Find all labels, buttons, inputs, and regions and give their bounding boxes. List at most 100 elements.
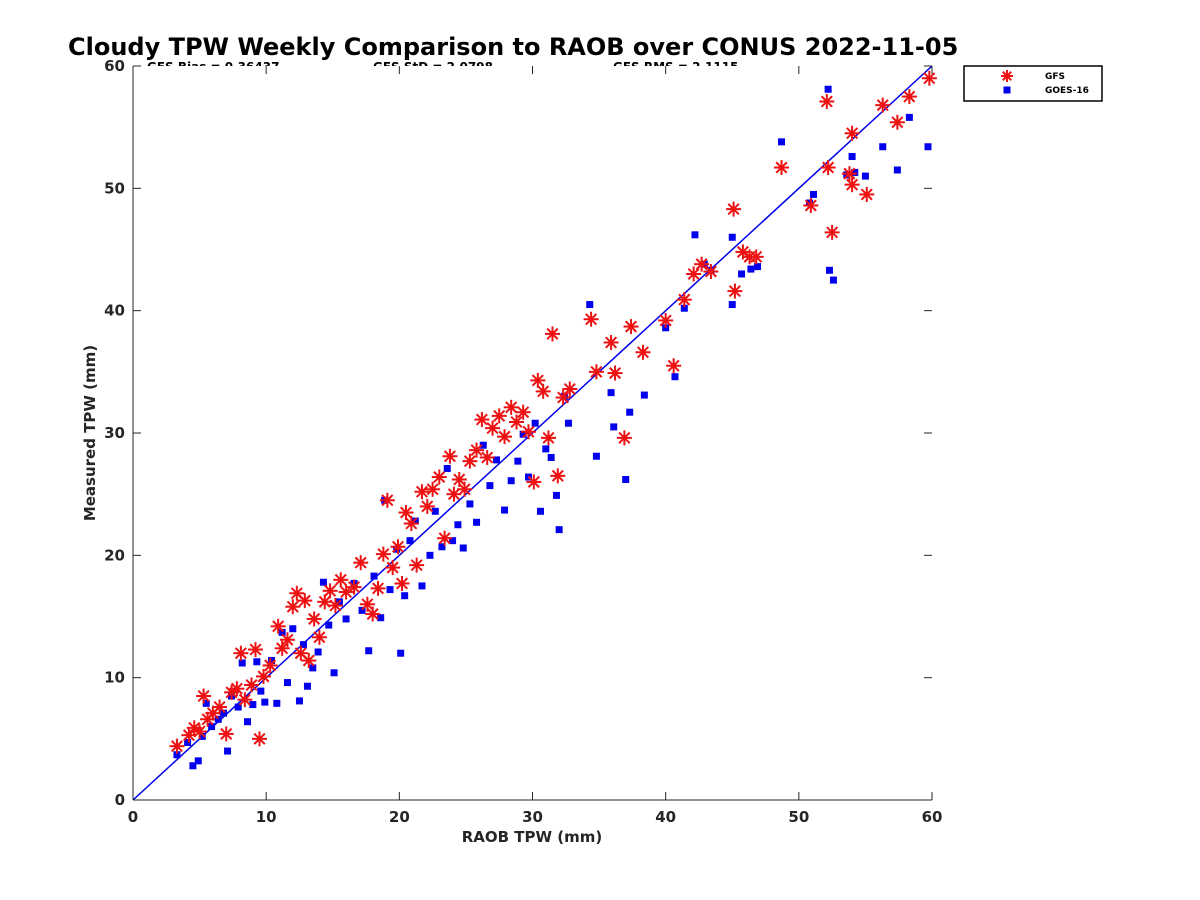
goes16-point [299, 641, 307, 649]
goes16-point [829, 276, 837, 284]
goes16-point [253, 658, 261, 666]
gfs-point [248, 642, 264, 658]
goes16-point [501, 506, 509, 514]
goes16-point [728, 233, 736, 241]
legend-box [963, 65, 1103, 102]
goes16-point [314, 648, 322, 656]
goes16-point [278, 628, 286, 636]
gfs-point [442, 448, 458, 464]
gfs-point [469, 442, 485, 458]
gfs-point [859, 186, 875, 202]
gfs-point [479, 449, 495, 465]
gfs-point [726, 201, 742, 217]
goes16-point [754, 263, 762, 271]
goes16-point [370, 572, 378, 580]
goes16-point [438, 543, 446, 551]
gfs-point [562, 381, 578, 397]
goes16-point [273, 699, 281, 707]
goes16-point [825, 266, 833, 274]
goes16-point [626, 408, 634, 416]
gfs-point [437, 530, 453, 546]
goes16-point [486, 482, 494, 490]
gfs-point [703, 264, 719, 280]
goes16-point [466, 500, 474, 508]
goes16-point [330, 669, 338, 677]
goes16-point [640, 391, 648, 399]
legend-label: GOES-16 [1045, 86, 1089, 96]
goes16-point [738, 270, 746, 278]
gfs-point [365, 606, 381, 622]
gfs-point [409, 557, 425, 573]
gfs-point [491, 408, 507, 424]
x-tick-label: 30 [522, 808, 543, 826]
gfs-point [218, 726, 234, 742]
gfs-point [485, 420, 501, 436]
x-axis-label: RAOB TPW (mm) [462, 828, 603, 846]
goes16-point [542, 445, 550, 453]
goes16-point [905, 113, 913, 121]
gfs-point [327, 597, 343, 613]
gfs-point [820, 160, 836, 176]
gfs-point [338, 584, 354, 600]
x-axis-ticks: 0 10 20 30 40 50 60 [128, 66, 943, 826]
goes16-point [680, 304, 688, 312]
goes16-point [238, 659, 246, 667]
gfs-point [311, 629, 327, 645]
gfs-point [607, 365, 623, 381]
x-tick-label: 0 [128, 808, 138, 826]
goes16-point [778, 138, 786, 146]
goes16-point [861, 172, 869, 180]
goes16-point [224, 747, 232, 755]
gfs-point [544, 326, 560, 342]
goes16-point [610, 423, 618, 431]
goes16-point [622, 475, 630, 483]
gfs-point [333, 572, 349, 588]
goes16-point [431, 507, 439, 515]
gfs-point [385, 560, 401, 576]
goes16-point [198, 732, 206, 740]
gfs-point [819, 93, 835, 109]
reference-line-group [132, 65, 933, 801]
goes16-point [208, 723, 216, 731]
goes16-point [418, 582, 426, 590]
gfs-point [293, 645, 309, 661]
goes16-point [893, 166, 901, 174]
goes16-point [824, 85, 832, 93]
gfs-point [233, 645, 249, 661]
gfs-point [394, 575, 410, 591]
gfs-point [322, 583, 338, 599]
gfs-point [462, 453, 478, 469]
goes16-point [691, 231, 699, 239]
goes16-point [851, 168, 859, 176]
y-tick-label: 10 [104, 669, 125, 687]
legend-label: GFS [1045, 72, 1065, 82]
goes16-point [479, 441, 487, 449]
gfs-point [262, 657, 278, 673]
goes16-point [234, 703, 242, 711]
gfs-point [279, 632, 295, 648]
gfs-point [521, 424, 537, 440]
gfs-point [844, 177, 860, 193]
goes16-point [809, 190, 817, 198]
gfs-point [414, 484, 430, 500]
gfs-point [748, 249, 764, 265]
gfs-point [509, 414, 525, 430]
goes16-point [325, 621, 333, 629]
y-tick-label: 30 [104, 424, 125, 442]
data-points [169, 70, 937, 770]
goes16-point [401, 592, 409, 600]
gfs-point [353, 555, 369, 571]
legend-marker-gfs [1001, 70, 1013, 82]
goes16-point [547, 453, 555, 461]
goes16-point [607, 389, 615, 397]
y-tick-label: 0 [115, 791, 125, 809]
goes16-point [443, 464, 451, 472]
gfs-point [431, 469, 447, 485]
gfs-point [196, 688, 212, 704]
gfs-point [530, 372, 546, 388]
x-tick-label: 60 [922, 808, 943, 826]
goes16-point [358, 606, 366, 614]
goes16-point [473, 518, 481, 526]
goes16-point [377, 614, 385, 622]
